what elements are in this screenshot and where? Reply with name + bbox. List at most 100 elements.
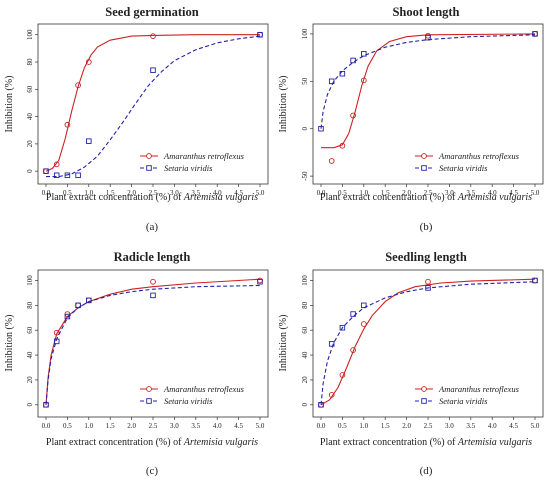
- x-tick-label: 1.0: [84, 422, 93, 430]
- data-point-circle: [328, 158, 335, 164]
- x-tick-label: 0.0: [42, 189, 51, 197]
- x-tick-label: 3.5: [466, 422, 475, 430]
- x-tick-label: 4.5: [509, 189, 518, 197]
- x-tick-label: 1.5: [381, 422, 390, 430]
- legend: Amaranthus retroflexus Setaria viridis: [415, 151, 520, 173]
- legend-label: Setaria viridis: [164, 396, 213, 406]
- y-tick-label: 40: [26, 351, 34, 359]
- data-point-square: [86, 297, 92, 304]
- x-tick-label: 1.5: [106, 189, 115, 197]
- x-axis-label-prefix: Plant extract concentration (%) of: [46, 192, 184, 203]
- data-point-circle: [150, 33, 156, 39]
- y-tick-label: 0: [26, 169, 34, 173]
- y-tick-label: 50: [301, 77, 309, 85]
- x-axis-label: Plant extract concentration (%) of Artem…: [46, 192, 258, 203]
- x-axis-label-prefix: Plant extract concentration (%) of: [320, 192, 458, 203]
- data-point-square: [339, 324, 346, 331]
- x-tick-label: 2.5: [424, 189, 433, 197]
- data-point-square: [86, 138, 92, 144]
- data-point-square: [350, 57, 356, 64]
- x-tick-label: 3.0: [170, 189, 179, 197]
- data-point-square: [43, 168, 49, 174]
- legend-label: Amaranthus retroflexus: [163, 384, 245, 394]
- y-tick-label: 40: [26, 113, 34, 121]
- data-point-square: [328, 341, 335, 347]
- plot-frame: [37, 269, 269, 418]
- x-tick-label: 1.0: [359, 422, 368, 430]
- data-point-square: [150, 292, 156, 299]
- panel-title: Radicle length: [114, 250, 191, 264]
- legend: Amaranthus retroflexus Setaria viridis: [140, 151, 245, 173]
- data-point-circle: [360, 77, 367, 84]
- data-point-square: [425, 34, 431, 41]
- y-tick-label: 80: [26, 58, 34, 66]
- data-point-square: [257, 278, 263, 285]
- x-axis-label-prefix: Plant extract concentration (%) of: [320, 437, 458, 448]
- x-tick-label: 2.0: [127, 189, 136, 197]
- y-tick-label: 20: [26, 376, 34, 384]
- data-point-square: [53, 172, 60, 179]
- data-point-square: [350, 311, 356, 317]
- data-point-circle: [328, 391, 335, 398]
- y-tick-label: 60: [301, 326, 309, 334]
- y-tick-label: -50: [301, 171, 309, 181]
- y-tick-label: 0: [26, 403, 34, 407]
- legend-marker-square: [421, 398, 427, 404]
- panel-title: Shoot length: [392, 5, 459, 19]
- y-tick-label: 100: [301, 28, 309, 39]
- y-tick-label: 20: [26, 140, 34, 148]
- data-point-square: [75, 172, 81, 179]
- legend-label: Setaria viridis: [439, 163, 488, 173]
- data-point-circle: [257, 277, 263, 284]
- data-point-square: [64, 172, 71, 179]
- legend-label: Setaria viridis: [164, 163, 213, 173]
- series-curve-2: [320, 281, 536, 405]
- y-tick-label: 20: [301, 376, 309, 384]
- x-tick-label: 3.0: [445, 189, 454, 197]
- x-tick-label: 0.0: [317, 189, 326, 197]
- panel-caption: (a): [146, 221, 159, 233]
- series-curve-2: [320, 34, 536, 129]
- y-axis-label: Inhibition (%): [4, 76, 15, 133]
- x-tick-label: 0.5: [63, 422, 72, 430]
- legend-marker-circle: [146, 153, 152, 159]
- legend-marker-square: [146, 165, 152, 171]
- legend-label: Amaranthus retroflexus: [163, 151, 245, 161]
- data-point-square: [75, 302, 81, 309]
- y-tick-label: 0: [301, 403, 309, 407]
- x-tick-label: 4.5: [234, 189, 243, 197]
- x-tick-label: 3.5: [466, 189, 475, 197]
- x-tick-label: 2.5: [424, 422, 433, 430]
- x-axis-label-species: Artemisia vulgaris: [457, 192, 532, 203]
- x-tick-label: 4.5: [234, 422, 243, 430]
- data-point-circle: [350, 347, 356, 353]
- x-tick-label: 0.0: [42, 422, 51, 430]
- x-tick-label: 5.0: [531, 189, 540, 197]
- x-axis-label: Plant extract concentration (%) of Artem…: [320, 437, 532, 448]
- data-point-square: [425, 285, 431, 291]
- x-tick-label: 0.5: [338, 189, 347, 197]
- data-point-square: [53, 338, 60, 345]
- data-point-square: [318, 402, 324, 408]
- data-point-square: [339, 70, 346, 77]
- x-tick-label: 4.0: [213, 422, 222, 430]
- data-point-circle: [360, 321, 367, 327]
- x-tick-label: 3.5: [191, 189, 200, 197]
- x-tick-label: 2.0: [127, 422, 136, 430]
- x-tick-label: 4.0: [488, 189, 497, 197]
- plot-frame: [312, 269, 544, 418]
- x-tick-label: 2.5: [149, 189, 158, 197]
- legend-marker-circle: [421, 153, 427, 159]
- y-tick-label: 80: [301, 301, 309, 309]
- data-point-square: [318, 125, 324, 132]
- x-tick-label: 3.0: [445, 422, 454, 430]
- data-point-circle: [53, 161, 60, 168]
- data-point-square: [150, 67, 156, 73]
- x-tick-label: 4.0: [488, 422, 497, 430]
- x-tick-label: 4.0: [213, 189, 222, 197]
- x-tick-label: 4.5: [509, 422, 518, 430]
- legend-marker-circle: [146, 386, 152, 392]
- y-tick-label: 60: [26, 326, 34, 334]
- x-tick-label: 5.0: [256, 422, 265, 430]
- data-point-square: [64, 313, 71, 320]
